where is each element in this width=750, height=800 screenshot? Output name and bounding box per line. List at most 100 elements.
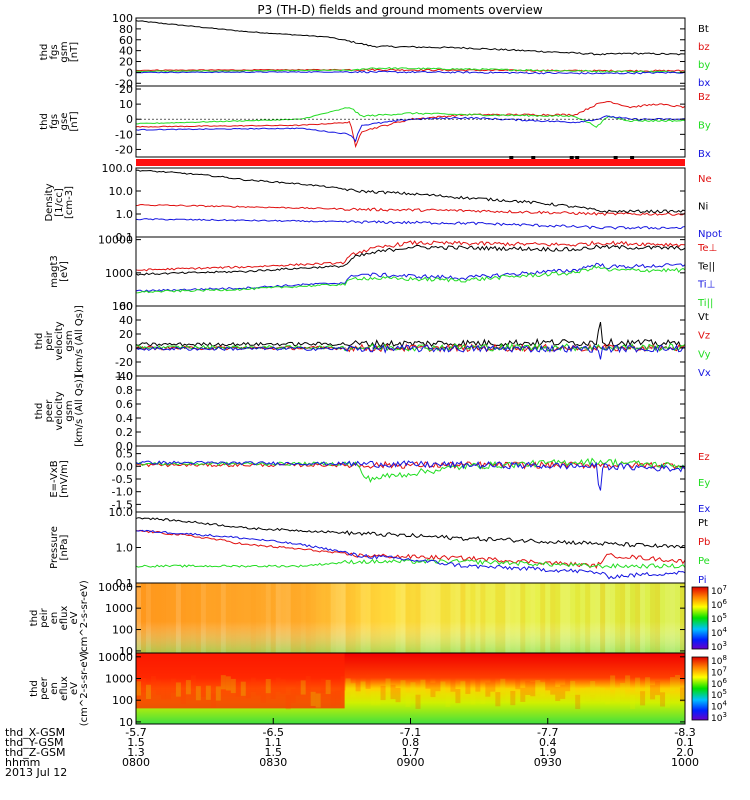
- spectrogram-stripe: [475, 677, 481, 692]
- spectrogram-stripe: [675, 583, 681, 653]
- spectrogram-stripe: [455, 688, 461, 704]
- spectrogram-stripe: [215, 686, 221, 701]
- spectrogram-stripe: [165, 583, 171, 653]
- spectrogram-stripe: [210, 693, 216, 708]
- y-axis-label: magt3: [49, 255, 60, 288]
- flag-marker: [630, 156, 635, 159]
- spectrogram-stripe: [610, 675, 616, 690]
- spectrogram-stripe: [405, 692, 411, 707]
- spectrogram-stripe: [140, 583, 146, 653]
- spectrogram-stripe: [510, 690, 516, 706]
- spectrogram-stripe: [525, 680, 531, 695]
- spectrogram-stripe: [345, 583, 351, 653]
- date-label: 2013 Jul 12: [5, 766, 67, 779]
- spectrogram-stripe: [145, 583, 151, 653]
- spectrogram-stripe: [430, 682, 436, 698]
- spectrogram-stripe: [220, 675, 226, 690]
- y-axis-label: [1/cc]: [54, 188, 65, 217]
- spectrogram-stripe: [230, 678, 236, 694]
- spectrogram-stripe: [670, 583, 676, 653]
- spectrogram-stripe: [455, 583, 461, 653]
- colorbar-tick-exponent: 3: [722, 640, 726, 648]
- spectrogram-stripe: [280, 583, 286, 653]
- legend-label-pressure: Pb: [698, 537, 710, 548]
- legend-label-fgs_gsm: by: [698, 60, 710, 71]
- legend-label-velocity_i: Vt: [698, 312, 709, 323]
- spectrogram-stripe: [435, 676, 441, 692]
- y-axis-label: velocity: [54, 391, 65, 430]
- y-tick-label: 40: [119, 314, 133, 327]
- spectrogram-stripe: [340, 676, 346, 691]
- series-line-Ti||: [135, 264, 686, 294]
- spectrogram-stripe: [255, 681, 261, 696]
- y-axis-label: en: [49, 682, 60, 695]
- series-line-by: [135, 67, 686, 74]
- spectrogram-stripe: [350, 583, 356, 653]
- y-axis-label: [km/s (All Qs)]: [74, 305, 85, 377]
- spectrogram-stripe: [600, 687, 606, 702]
- y-tick-label: 0.2: [116, 426, 134, 439]
- panel-velocity_e: 0.00.20.40.60.81.0 thd peer velocity gsm [km/…: [34, 370, 686, 453]
- spectrogram-stripe: [380, 685, 386, 701]
- time-axis-value: 0.4: [539, 736, 557, 749]
- spectrogram-stripe: [390, 684, 396, 700]
- flag-marker: [509, 156, 514, 159]
- spectrogram-stripe: [200, 682, 206, 697]
- y-axis-label: gsm: [59, 41, 70, 62]
- spectrogram-stripe: [255, 583, 261, 653]
- spectrogram-stripe: [550, 583, 556, 653]
- spectrogram-stripe: [570, 680, 576, 696]
- y-axis-label: E=-VxB: [49, 460, 60, 497]
- quality-flag-bar: [136, 156, 685, 166]
- spectrogram-stripe: [575, 583, 581, 653]
- spectrogram-stripe: [640, 691, 646, 706]
- spectrogram-stripe: [515, 675, 521, 690]
- spectrogram-stripe: [605, 690, 611, 705]
- legend-label-efield: Ey: [698, 478, 710, 489]
- series-line-Te||: [135, 244, 686, 276]
- spectrogram-stripe: [240, 583, 246, 653]
- y-tick-label: 10000: [98, 651, 133, 664]
- spectrogram-stripe: [530, 682, 536, 697]
- spectrogram-stripe: [665, 583, 671, 653]
- spectrogram-stripe: [370, 583, 376, 653]
- spectrogram-stripe: [480, 583, 486, 653]
- panel-temperature: Te⊥ Te|| Ti⊥ Ti|| 100 1000 10000 magt3 [eV]: [49, 234, 717, 313]
- y-tick-label: -1.0: [112, 486, 133, 499]
- y-axis-label: [cm-3]: [64, 186, 75, 219]
- y-tick-label: 0.6: [116, 398, 134, 411]
- spectrogram-stripe: [645, 677, 651, 692]
- spectrogram-stripe: [555, 686, 561, 702]
- spectrogram-stripe: [650, 583, 656, 653]
- y-tick-label: 0.0: [116, 440, 134, 453]
- y-tick-label: 100: [112, 300, 133, 313]
- spectrogram-stripe: [375, 691, 381, 706]
- time-axis-value: 1.5: [127, 736, 145, 749]
- y-axis-label: thd: [34, 403, 45, 420]
- y-tick-label: -1.5: [112, 498, 133, 511]
- panel-efield: Ez Ey Ex -1.5-1.0-0.50.00.5 E=-VxB [mV/m]: [49, 445, 710, 515]
- panel-density: Ne Ni Npot 0.1 1.0 10.0 100.0 Density [1/cc] [cm-…: [44, 162, 722, 244]
- colorbar-tick-exponent: 7: [722, 665, 726, 673]
- legend-label-pressure: Pt: [698, 518, 708, 529]
- legend-label-fgs_gsm: bz: [698, 42, 710, 53]
- spectrogram-stripe: [585, 687, 591, 702]
- y-axis-label: thd: [29, 680, 40, 697]
- spectrogram-stripe: [195, 583, 201, 653]
- colorbar-eflux_i: [691, 586, 709, 650]
- y-axis-label: (cm^2-s-sr-eV): [79, 580, 90, 656]
- spectrogram-stripe: [645, 583, 651, 653]
- spectrogram-electrons-early: [136, 653, 345, 709]
- time-axis-row-label: thd_Z-GSM: [5, 746, 65, 759]
- legend-label-temperature: Te||: [697, 261, 715, 272]
- legend-label-fgs_gse: Bz: [698, 92, 710, 103]
- time-axis-value: 1.3: [127, 746, 145, 759]
- spectrogram-stripe: [290, 688, 296, 704]
- y-axis-label: peir: [39, 607, 50, 627]
- colorbar-tick-label: 104: [711, 626, 727, 639]
- spectrogram-stripe: [335, 690, 341, 705]
- y-axis-label: thd: [29, 610, 40, 627]
- y-tick-label: 0: [126, 66, 133, 79]
- spectrogram-stripe: [155, 583, 161, 653]
